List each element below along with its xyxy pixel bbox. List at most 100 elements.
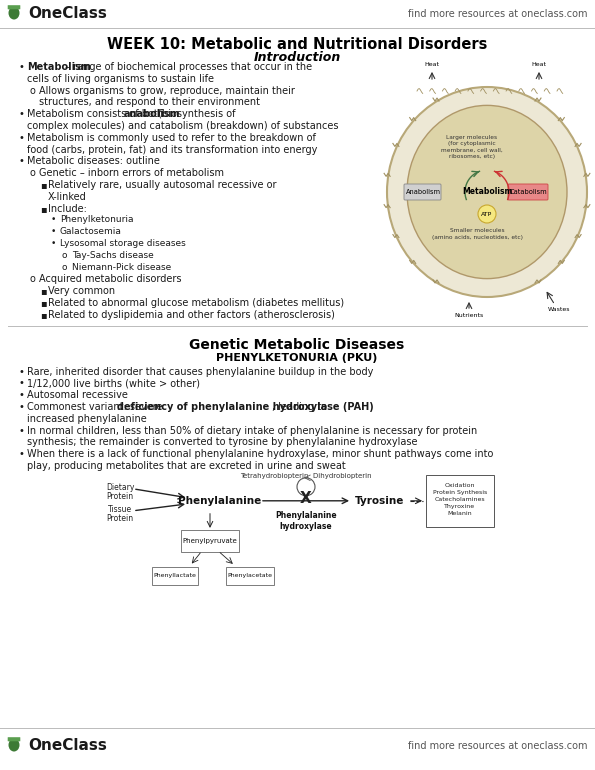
Text: 1/12,000 live births (white > other): 1/12,000 live births (white > other) [27,378,200,388]
Text: X: X [300,491,312,507]
Text: •: • [18,390,24,400]
Text: Heat: Heat [531,62,546,67]
Text: find more resources at oneclass.com: find more resources at oneclass.com [409,741,588,751]
Text: o: o [62,251,67,259]
Text: o: o [29,85,35,95]
Text: Phenylacetate: Phenylacetate [227,574,273,578]
Text: Metabolism is commonly used to refer to the breakdown of: Metabolism is commonly used to refer to … [27,132,316,142]
Text: Anabolism: Anabolism [406,189,440,195]
Text: Relatively rare, usually autosomal recessive or: Relatively rare, usually autosomal reces… [48,180,277,190]
Text: Tyrosine: Tyrosine [355,496,405,506]
Text: •: • [18,449,24,459]
Text: Include:: Include: [48,203,87,213]
Text: Acquired metabolic disorders: Acquired metabolic disorders [39,274,181,284]
Text: WEEK 10: Metabolic and Nutritional Disorders: WEEK 10: Metabolic and Nutritional Disor… [107,37,487,52]
FancyBboxPatch shape [152,567,198,584]
Text: Related to dyslipidemia and other factors (atherosclerosis): Related to dyslipidemia and other factor… [48,310,335,320]
Text: Wastes: Wastes [548,307,570,312]
Text: •: • [51,216,57,224]
Text: ▪: ▪ [40,203,46,213]
Text: In normal children, less than 50% of dietary intake of phenylalanine is necessar: In normal children, less than 50% of die… [27,426,477,436]
Text: Heat: Heat [424,62,440,67]
Text: deficiency of phenylalanine hydroxylase (PAH): deficiency of phenylalanine hydroxylase … [117,402,374,412]
Text: Related to abnormal glucose metabolism (diabetes mellitus): Related to abnormal glucose metabolism (… [48,298,344,308]
Text: cells of living organisms to sustain life: cells of living organisms to sustain lif… [27,74,214,84]
Text: Phenylketonuria: Phenylketonuria [60,216,133,224]
Ellipse shape [407,105,567,279]
Text: •: • [18,156,24,166]
Text: Tay-Sachs disease: Tay-Sachs disease [72,251,154,259]
Text: •: • [51,239,57,248]
Ellipse shape [387,87,587,297]
Ellipse shape [8,6,20,19]
FancyBboxPatch shape [226,567,274,584]
Text: Catabolism: Catabolism [509,189,547,195]
Text: Introduction: Introduction [253,51,340,64]
Text: Tetrahydrobiopterin  Dihydrobiopterin: Tetrahydrobiopterin Dihydrobiopterin [240,473,372,479]
FancyBboxPatch shape [8,5,20,9]
Text: o: o [29,274,35,284]
Text: Rare, inherited disorder that causes phenylalanine buildup in the body: Rare, inherited disorder that causes phe… [27,367,374,377]
Text: Very common: Very common [48,286,115,296]
Text: Genetic Metabolic Diseases: Genetic Metabolic Diseases [189,337,405,352]
Text: X-linked: X-linked [48,192,87,202]
Text: Phenylalanine
hydroxylase: Phenylalanine hydroxylase [275,511,337,531]
Text: •: • [18,402,24,412]
Text: OneClass: OneClass [28,738,107,754]
Text: Autosomal recessive: Autosomal recessive [27,390,128,400]
Text: Metabolism: Metabolism [27,62,91,72]
Text: synthesis; the remainder is converted to tyrosine by phenylalanine hydroxylase: synthesis; the remainder is converted to… [27,437,418,447]
Text: Dietary: Dietary [106,483,134,492]
Text: – range of biochemical processes that occur in the: – range of biochemical processes that oc… [61,62,312,72]
FancyBboxPatch shape [404,184,441,200]
Text: •: • [51,227,57,236]
Text: structures, and respond to their environment: structures, and respond to their environ… [39,97,260,107]
Text: Oxidation
Protein Synthesis
Catecholamines
Thyroxine
Melanin: Oxidation Protein Synthesis Catecholamin… [433,483,487,516]
Text: food (carbs, protein, fat) and its transformation into energy: food (carbs, protein, fat) and its trans… [27,145,317,155]
Text: •: • [18,62,24,72]
Text: Niemann-Pick disease: Niemann-Pick disease [72,263,171,272]
Text: Lysosomal storage diseases: Lysosomal storage diseases [60,239,186,248]
Text: o: o [29,168,35,178]
FancyBboxPatch shape [508,184,548,200]
Text: anabolism: anabolism [124,109,180,119]
Text: •: • [18,109,24,119]
Text: PHENYLKETONURIA (PKU): PHENYLKETONURIA (PKU) [217,353,378,363]
Text: ▪: ▪ [40,286,46,296]
Text: Larger molecules
(for cytoplasmic
membrane, cell wall,
ribosomes, etc): Larger molecules (for cytoplasmic membra… [441,135,503,159]
Text: (biosynthesis of: (biosynthesis of [155,109,235,119]
FancyBboxPatch shape [8,737,20,742]
Text: ATP: ATP [481,212,493,216]
Text: Galactosemia: Galactosemia [60,227,122,236]
Text: Genetic – inborn errors of metabolism: Genetic – inborn errors of metabolism [39,168,224,178]
Text: Phenylalanine: Phenylalanine [178,496,262,506]
Text: When there is a lack of functional phenylalanine hydroxylase, minor shunt pathwa: When there is a lack of functional pheny… [27,449,493,459]
FancyBboxPatch shape [426,475,494,527]
Text: ▪: ▪ [40,180,46,190]
Text: Nutrients: Nutrients [455,313,484,318]
Text: ▪: ▪ [40,298,46,308]
Text: Protein: Protein [107,492,133,501]
Text: Commonest variant: severe: Commonest variant: severe [27,402,165,412]
Text: Metabolic diseases: outline: Metabolic diseases: outline [27,156,160,166]
Text: Phenylpyruvate: Phenylpyruvate [183,537,237,544]
Text: Protein: Protein [107,514,133,523]
FancyBboxPatch shape [181,530,239,552]
Ellipse shape [8,738,20,752]
Text: increased phenylalanine: increased phenylalanine [27,413,147,424]
Text: find more resources at oneclass.com: find more resources at oneclass.com [409,9,588,19]
Text: •: • [18,367,24,377]
Text: •: • [18,132,24,142]
Text: OneClass: OneClass [28,6,107,22]
Text: Tissue: Tissue [108,505,132,514]
Text: Phenyllactate: Phenyllactate [154,574,196,578]
Circle shape [478,205,496,223]
Text: ▪: ▪ [40,310,46,320]
Text: play, producing metabolites that are excreted in urine and sweat: play, producing metabolites that are exc… [27,461,346,471]
Text: •: • [18,378,24,388]
Text: Smaller molecules
(amino acids, nucleotides, etc): Smaller molecules (amino acids, nucleoti… [431,228,522,239]
Text: complex molecules) and catabolism (breakdown) of substances: complex molecules) and catabolism (break… [27,121,339,131]
Text: •: • [18,426,24,436]
Text: Metabolism consists of both: Metabolism consists of both [27,109,167,119]
Text: , leading to: , leading to [272,402,327,412]
